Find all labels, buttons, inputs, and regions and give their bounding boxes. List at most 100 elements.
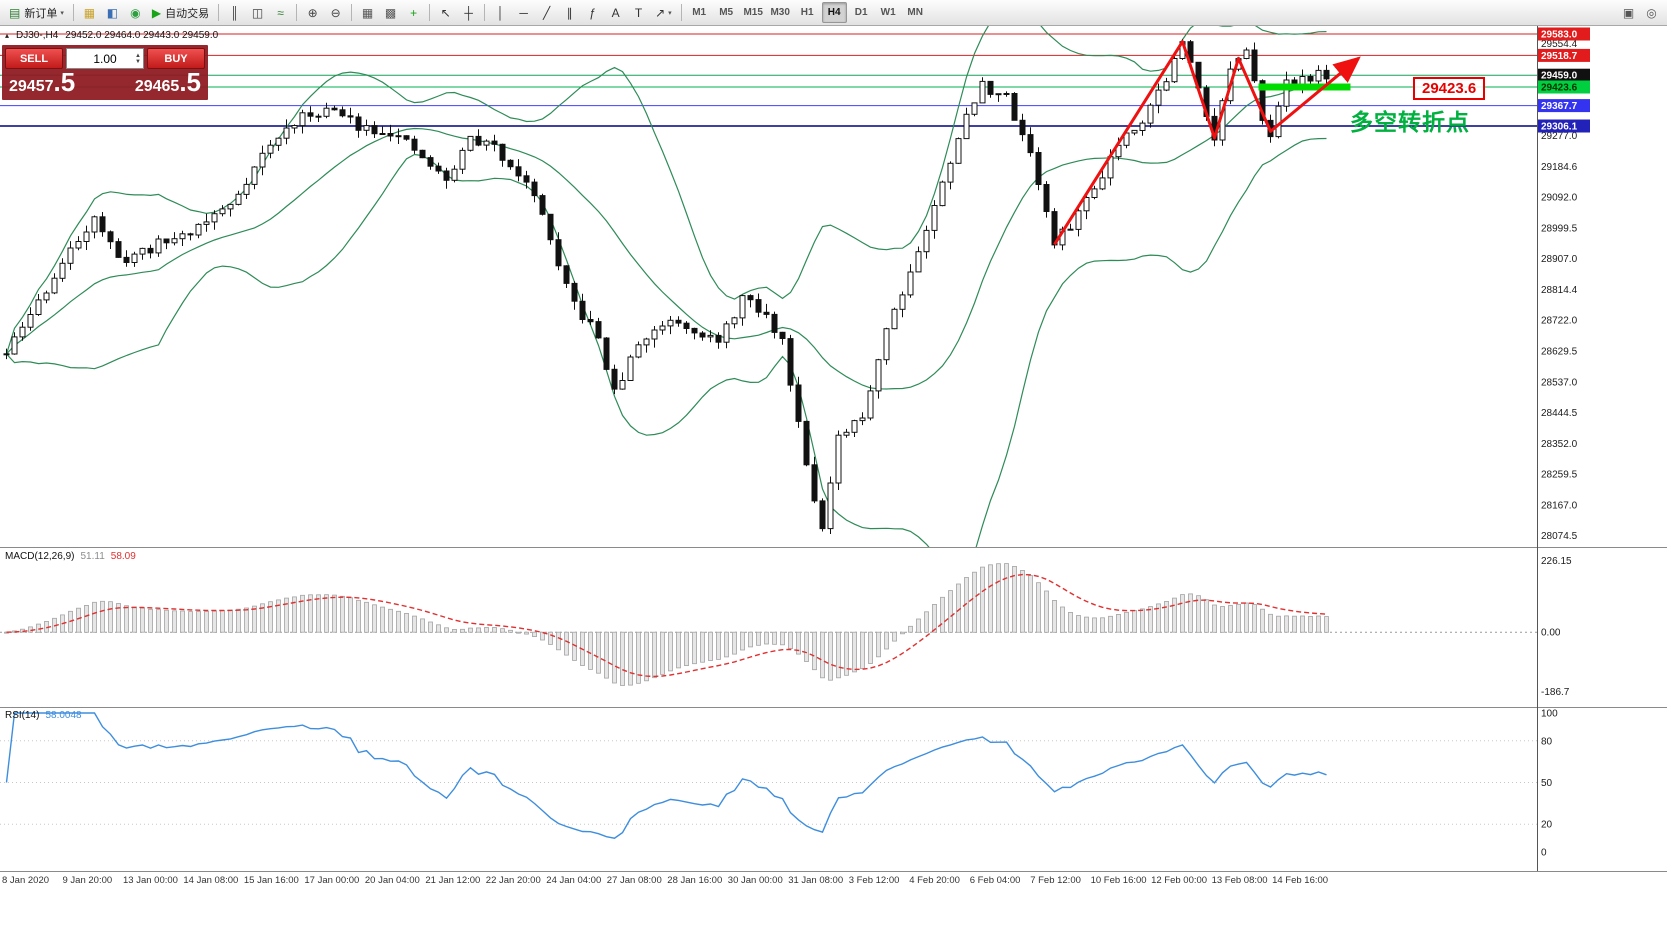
svg-text:28352.0: 28352.0: [1541, 439, 1578, 450]
toolbar-separator: [429, 4, 431, 21]
crosshair-tool-button[interactable]: ┼: [458, 2, 479, 23]
search-icon: ◎: [1646, 5, 1657, 20]
rsi-panel: 100 80 50 20 0: [0, 709, 1558, 859]
svg-text:14 Feb 16:00: 14 Feb 16:00: [1272, 875, 1328, 886]
data-window-button[interactable]: ◧: [102, 2, 123, 23]
channel-tool-button[interactable]: ∥: [559, 2, 580, 23]
svg-text:28907.0: 28907.0: [1541, 254, 1578, 265]
svg-text:30 Jan 00:00: 30 Jan 00:00: [728, 875, 783, 886]
trend-zigzag-arrow: [1053, 40, 1361, 246]
zoom-in-button[interactable]: ⊕: [302, 2, 323, 23]
svg-text:29518.7: 29518.7: [1541, 51, 1578, 62]
svg-text:29277.0: 29277.0: [1541, 131, 1578, 142]
arrows-tool-button[interactable]: ↗ ▾: [651, 2, 676, 23]
rsi-line: [5, 712, 1327, 839]
horizontal-line-tool-button[interactable]: ─: [513, 2, 534, 23]
search-button[interactable]: ◎: [1641, 2, 1662, 23]
candlestick-chart-icon: ◫: [251, 5, 264, 20]
sell-button[interactable]: SELL: [5, 48, 63, 69]
auto-trading-icon: ▶: [151, 5, 162, 20]
line-chart-button[interactable]: ≈: [270, 2, 291, 23]
timeframe-m1-button[interactable]: M1: [692, 7, 707, 18]
cursor-tool-button[interactable]: ↖: [435, 2, 456, 23]
timeframe-m30-button[interactable]: M30: [770, 7, 790, 18]
svg-text:80: 80: [1541, 736, 1553, 747]
svg-text:28074.5: 28074.5: [1541, 531, 1578, 542]
candlestick-chart-button[interactable]: ◫: [247, 2, 268, 23]
zoom-out-button[interactable]: ⊖: [325, 2, 346, 23]
sell-price: 29457.5: [9, 69, 75, 96]
arrows-tool-icon: ↗: [655, 5, 666, 20]
new-order-button[interactable]: ▤ 新订单 ▾: [5, 2, 68, 23]
channel-tool-icon: ∥: [566, 5, 573, 20]
svg-text:29306.1: 29306.1: [1541, 122, 1578, 133]
timeframe-m15-button[interactable]: M15: [743, 7, 763, 18]
new-order-label: 新订单: [24, 7, 58, 20]
svg-text:28259.5: 28259.5: [1541, 470, 1578, 481]
navigator-button[interactable]: ◉: [125, 2, 146, 23]
text-tool-button[interactable]: A: [605, 2, 626, 23]
rsi-value: 58.0048: [45, 710, 82, 721]
line-chart-icon: ≈: [277, 5, 284, 20]
trendline-tool-button[interactable]: ╱: [536, 2, 557, 23]
axis-price-label-box: [1538, 119, 1590, 133]
svg-text:13 Feb 08:00: 13 Feb 08:00: [1212, 875, 1268, 886]
svg-text:28444.5: 28444.5: [1541, 408, 1578, 419]
svg-text:28629.5: 28629.5: [1541, 347, 1578, 358]
new-order-icon: ▤: [9, 5, 21, 20]
timeframe-w1-button[interactable]: W1: [880, 7, 896, 18]
svg-text:4 Feb 20:00: 4 Feb 20:00: [909, 875, 960, 886]
volume-input[interactable]: 1.00 ▲ ▼: [66, 48, 144, 69]
svg-text:29423.6: 29423.6: [1541, 83, 1578, 94]
svg-text:6 Feb 04:00: 6 Feb 04:00: [970, 875, 1021, 886]
annotations-layer: [1053, 40, 1361, 246]
buy-price-main: 29465: [134, 78, 180, 95]
svg-text:28 Jan 16:00: 28 Jan 16:00: [667, 875, 722, 886]
toolbar-separator: [680, 4, 682, 21]
auto-trading-button[interactable]: ▶ 自动交易: [148, 2, 213, 23]
vertical-line-tool-button[interactable]: │: [490, 2, 511, 23]
timeframe-m5-button[interactable]: M5: [719, 7, 734, 18]
svg-text:15 Jan 16:00: 15 Jan 16:00: [244, 875, 299, 886]
macd-value-main: 51.11: [80, 551, 105, 562]
market-watch-icon: ▦: [83, 5, 96, 20]
timeframe-h1-button[interactable]: H1: [800, 7, 814, 18]
svg-text:7 Feb 12:00: 7 Feb 12:00: [1030, 875, 1081, 886]
panel-separators: [0, 26, 1667, 872]
macd-indicator-label: MACD(12,26,9) 51.11 58.09: [5, 551, 136, 562]
svg-text:21 Jan 12:00: 21 Jan 12:00: [425, 875, 480, 886]
caret-down-icon: ▾: [60, 9, 64, 17]
cursor-tool-icon: ↖: [440, 5, 451, 20]
svg-text:29583.0: 29583.0: [1541, 30, 1578, 41]
timeframe-h4-button[interactable]: H4: [821, 2, 847, 23]
toolbar-right-group: ▣ ◎: [1617, 2, 1663, 23]
buy-price: 29465.5: [134, 69, 201, 96]
symbol-period: DJ30-,H4: [16, 30, 59, 41]
indicators-icon: +: [410, 5, 418, 20]
bar-chart-button[interactable]: ║: [224, 2, 245, 23]
caret-down-icon: ▾: [668, 9, 672, 17]
market-watch-button[interactable]: ▦: [79, 2, 100, 23]
axis-price-label-box: [1538, 80, 1590, 94]
timeframe-mn-button[interactable]: MN: [907, 7, 923, 18]
indicators-button[interactable]: +: [403, 2, 424, 23]
toolbar-separator: [72, 4, 74, 21]
volume-up-icon[interactable]: ▲: [135, 52, 141, 59]
timeframe-d1-button[interactable]: D1: [854, 7, 868, 18]
window-list-button[interactable]: ▣: [1618, 2, 1639, 23]
svg-text:28722.0: 28722.0: [1541, 316, 1578, 327]
cascade-windows-button[interactable]: ▩: [380, 2, 401, 23]
buy-button[interactable]: BUY: [147, 48, 205, 69]
horizontal-line-tool-icon: ─: [519, 5, 528, 20]
svg-text:20: 20: [1541, 820, 1553, 831]
label-tool-button[interactable]: T: [628, 2, 649, 23]
candlesticks: [3, 39, 1330, 534]
tile-windows-button[interactable]: ▦: [357, 2, 378, 23]
volume-down-icon[interactable]: ▼: [135, 58, 141, 65]
data-window-icon: ◧: [106, 5, 119, 20]
cascade-windows-icon: ▩: [384, 5, 397, 20]
fibonacci-tool-button[interactable]: ƒ: [582, 2, 603, 23]
volume-spinner[interactable]: ▲ ▼: [135, 49, 141, 68]
